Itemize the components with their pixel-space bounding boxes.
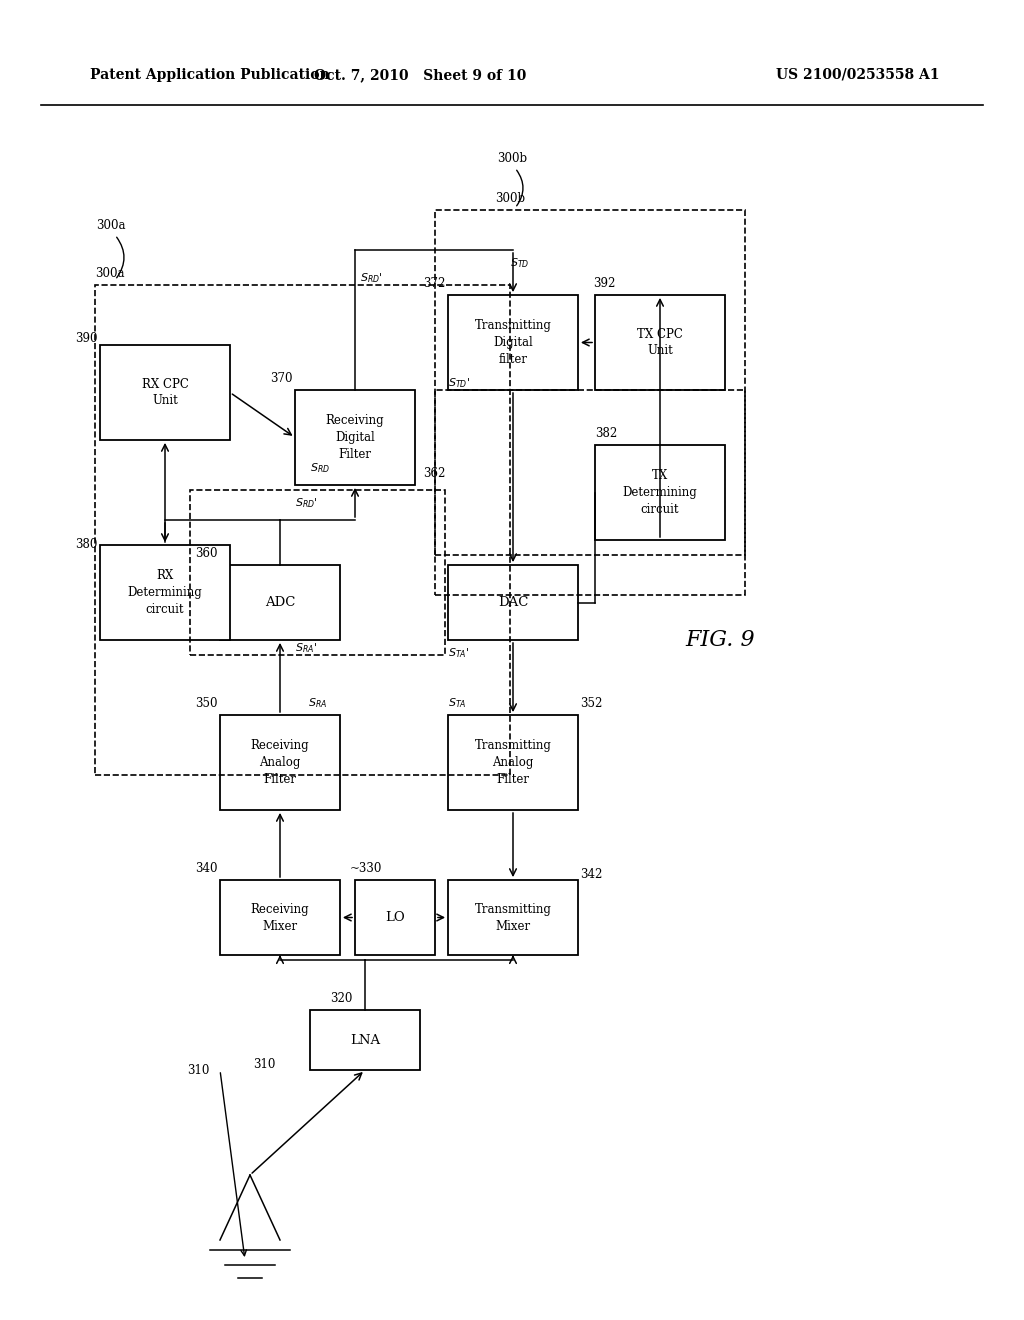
- Text: 320: 320: [330, 993, 352, 1005]
- Text: $S_{RA}$: $S_{RA}$: [308, 696, 328, 710]
- Text: 390: 390: [76, 333, 98, 345]
- Text: 370: 370: [270, 372, 293, 385]
- Text: 310: 310: [253, 1059, 275, 1072]
- Text: FIG. 9: FIG. 9: [685, 630, 755, 651]
- Text: LO: LO: [385, 911, 404, 924]
- Text: 380: 380: [76, 539, 98, 552]
- FancyBboxPatch shape: [595, 445, 725, 540]
- Text: Patent Application Publication: Patent Application Publication: [90, 69, 330, 82]
- Text: ~330: ~330: [350, 862, 382, 875]
- Text: 352: 352: [580, 697, 602, 710]
- FancyBboxPatch shape: [355, 880, 435, 954]
- Text: Transmitting
Analog
Filter: Transmitting Analog Filter: [474, 739, 552, 785]
- Text: 382: 382: [595, 426, 617, 440]
- Text: US 2100/0253558 A1: US 2100/0253558 A1: [776, 69, 940, 82]
- FancyBboxPatch shape: [220, 880, 340, 954]
- Text: $S_{TD}$: $S_{TD}$: [510, 256, 529, 271]
- Text: 310: 310: [187, 1064, 210, 1077]
- FancyBboxPatch shape: [100, 345, 230, 440]
- FancyBboxPatch shape: [220, 565, 340, 640]
- Text: RX CPC
Unit: RX CPC Unit: [141, 378, 188, 408]
- Text: 300b: 300b: [497, 152, 527, 165]
- Text: $S_{RD}$': $S_{RD}$': [360, 271, 383, 285]
- Text: 340: 340: [196, 862, 218, 875]
- FancyBboxPatch shape: [100, 545, 230, 640]
- Text: LNA: LNA: [350, 1034, 380, 1047]
- Text: Receiving
Digital
Filter: Receiving Digital Filter: [326, 414, 384, 461]
- Text: DAC: DAC: [498, 597, 528, 609]
- Text: Transmitting
Digital
filter: Transmitting Digital filter: [474, 319, 552, 366]
- Text: 350: 350: [196, 697, 218, 710]
- Text: Transmitting
Mixer: Transmitting Mixer: [474, 903, 552, 932]
- Text: 362: 362: [423, 467, 445, 480]
- Text: Receiving
Mixer: Receiving Mixer: [251, 903, 309, 932]
- Text: RX
Determining
circuit: RX Determining circuit: [128, 569, 203, 616]
- Text: Receiving
Analog
Filter: Receiving Analog Filter: [251, 739, 309, 785]
- Text: 392: 392: [593, 277, 615, 290]
- Text: $S_{TA}$: $S_{TA}$: [449, 696, 467, 710]
- Text: TX
Determining
circuit: TX Determining circuit: [623, 469, 697, 516]
- Text: 342: 342: [580, 869, 602, 882]
- Text: $S_{RD}$': $S_{RD}$': [295, 496, 317, 510]
- Text: $S_{RD}$: $S_{RD}$: [310, 461, 330, 475]
- Text: Oct. 7, 2010   Sheet 9 of 10: Oct. 7, 2010 Sheet 9 of 10: [313, 69, 526, 82]
- FancyBboxPatch shape: [220, 715, 340, 810]
- FancyBboxPatch shape: [449, 880, 578, 954]
- Text: 300b: 300b: [495, 191, 525, 205]
- FancyBboxPatch shape: [310, 1010, 420, 1071]
- Text: $S_{RA}$': $S_{RA}$': [295, 642, 317, 655]
- FancyBboxPatch shape: [449, 565, 578, 640]
- Text: 300a: 300a: [96, 219, 126, 232]
- FancyBboxPatch shape: [449, 715, 578, 810]
- Text: ADC: ADC: [265, 597, 295, 609]
- Text: $S_{TA}$': $S_{TA}$': [449, 647, 469, 660]
- FancyBboxPatch shape: [595, 294, 725, 389]
- Text: 372: 372: [423, 277, 445, 290]
- FancyBboxPatch shape: [295, 389, 415, 484]
- Text: TX CPC
Unit: TX CPC Unit: [637, 327, 683, 358]
- Text: 300a: 300a: [95, 267, 125, 280]
- Text: $S_{TD}$': $S_{TD}$': [449, 376, 470, 389]
- Text: 360: 360: [196, 546, 218, 560]
- FancyBboxPatch shape: [449, 294, 578, 389]
